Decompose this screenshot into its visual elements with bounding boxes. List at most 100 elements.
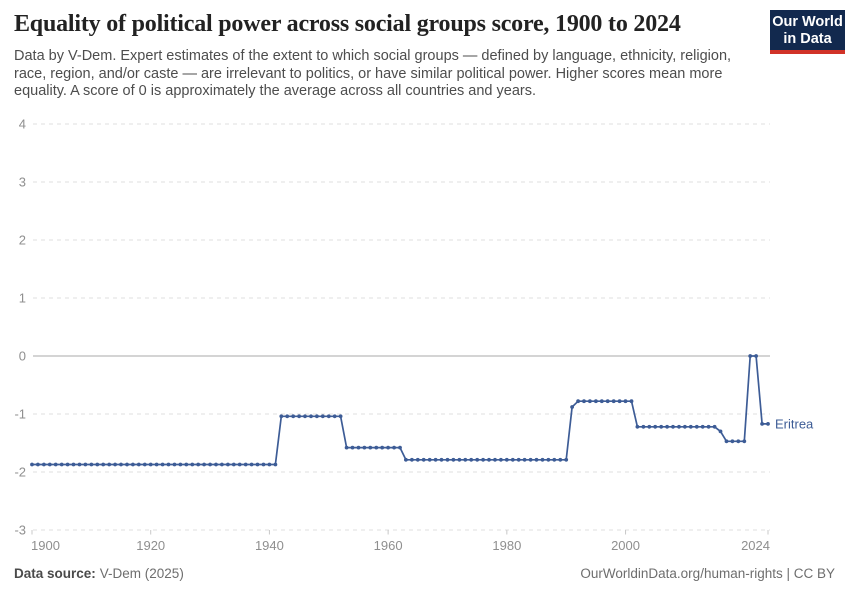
data-point: [748, 354, 753, 358]
data-point: [528, 457, 533, 462]
data-point: [214, 462, 218, 467]
data-point: [350, 445, 355, 450]
data-point: [522, 457, 527, 462]
data-point: [166, 462, 171, 467]
data-point: [326, 414, 331, 419]
data-point: [754, 354, 758, 358]
data-point: [53, 462, 58, 467]
y-tick-label--1: -1: [14, 407, 26, 422]
data-point: [558, 457, 563, 462]
data-point: [475, 457, 480, 462]
data-point: [89, 462, 94, 467]
data-point: [629, 399, 634, 404]
data-point: [457, 457, 462, 462]
data-source-value: V-Dem (2025): [99, 566, 184, 581]
data-point: [172, 462, 177, 467]
data-point: [101, 462, 106, 467]
data-point: [659, 424, 664, 429]
data-point: [481, 457, 485, 462]
data-point: [255, 462, 260, 467]
data-point: [291, 414, 296, 419]
data-point: [641, 424, 646, 429]
data-point: [706, 424, 711, 429]
data-point: [534, 457, 539, 462]
data-point: [421, 457, 426, 462]
data-point: [635, 424, 640, 429]
data-point: [226, 462, 230, 467]
rights-link[interactable]: OurWorldinData.org/human-rights | CC BY: [580, 566, 835, 581]
data-point: [125, 462, 129, 467]
data-point: [196, 462, 201, 467]
data-point: [445, 457, 450, 462]
data-point: [184, 462, 189, 467]
data-point: [279, 414, 284, 419]
data-point: [546, 457, 551, 462]
data-point: [42, 462, 46, 467]
data-point: [30, 462, 34, 467]
data-point: [83, 462, 88, 467]
data-point: [469, 457, 474, 462]
data-point: [582, 399, 586, 404]
data-point: [231, 462, 236, 467]
x-tick-label-1960: 1960: [374, 538, 403, 553]
data-point: [273, 462, 278, 467]
data-point: [451, 457, 456, 462]
x-tick-label-1900: 1900: [31, 538, 60, 553]
data-point: [611, 399, 616, 404]
data-point: [605, 399, 610, 404]
data-point: [332, 414, 337, 419]
data-point: [119, 462, 123, 467]
data-point: [77, 462, 82, 467]
y-tick-label-2: 2: [19, 233, 26, 248]
data-point: [623, 399, 628, 404]
owid-logo[interactable]: Our World in Data: [770, 10, 845, 54]
data-point: [404, 457, 408, 462]
data-point: [374, 445, 379, 450]
data-point: [415, 457, 420, 462]
y-tick-label--3: -3: [14, 523, 26, 538]
data-point: [392, 445, 396, 450]
data-point: [131, 462, 135, 467]
data-point: [653, 424, 658, 429]
x-tick-label-1980: 1980: [492, 538, 521, 553]
data-point: [178, 462, 183, 467]
data-point: [516, 457, 521, 462]
data-point: [433, 457, 438, 462]
data-point: [267, 462, 272, 467]
data-point: [427, 457, 432, 462]
data-point: [410, 457, 414, 462]
data-point: [202, 462, 207, 467]
x-tick-label-1920: 1920: [136, 538, 165, 553]
x-tick-label-2024: 2024: [741, 538, 770, 553]
entity-label-eritrea[interactable]: Eritrea: [775, 416, 814, 431]
data-point: [712, 424, 717, 429]
y-tick-label-1: 1: [19, 291, 26, 306]
data-point: [297, 414, 301, 419]
data-point: [398, 445, 402, 450]
data-point: [588, 399, 592, 404]
data-point: [552, 457, 557, 462]
data-source: Data source: V-Dem (2025): [14, 566, 184, 581]
data-point: [356, 445, 361, 450]
data-point: [208, 462, 213, 467]
data-point: [107, 462, 112, 467]
data-point: [671, 424, 675, 429]
data-point: [665, 424, 669, 429]
chart-title: Equality of political power across socia…: [14, 11, 681, 37]
data-point: [136, 462, 141, 467]
data-point: [71, 462, 76, 467]
data-point: [463, 457, 468, 462]
data-point: [718, 429, 723, 434]
owid-logo-line1: Our World: [772, 14, 843, 30]
data-point: [493, 457, 497, 462]
y-tick-label-4: 4: [19, 117, 26, 132]
data-point: [683, 424, 687, 429]
data-point: [647, 424, 652, 429]
data-point: [760, 422, 764, 426]
data-point: [36, 462, 40, 467]
data-point: [344, 445, 349, 450]
x-tick-label-2000: 2000: [611, 538, 640, 553]
data-point: [599, 399, 604, 404]
data-point: [677, 424, 681, 429]
